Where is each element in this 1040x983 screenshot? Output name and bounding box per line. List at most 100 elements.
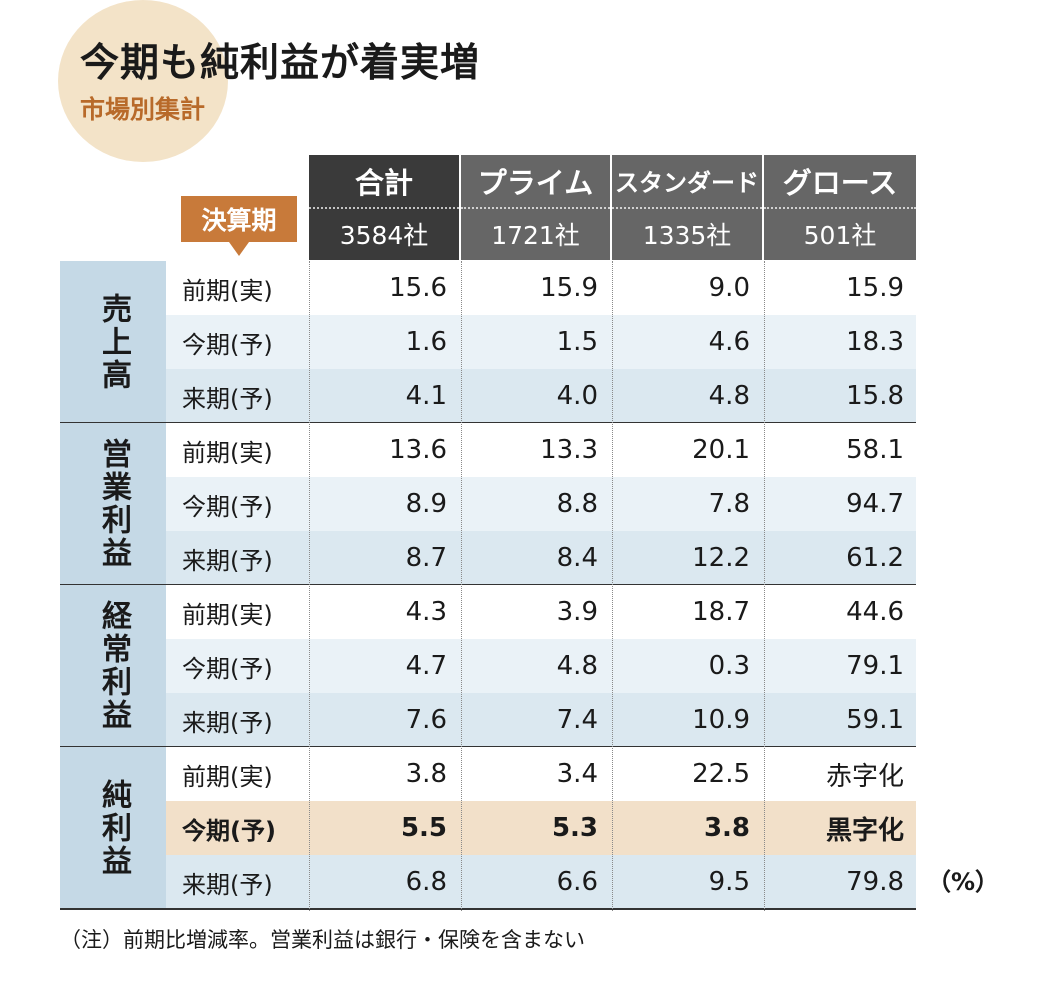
- column-company-count: 501社: [764, 206, 916, 261]
- title-circle-decoration: [58, 0, 228, 162]
- column-name: プライム: [477, 165, 594, 200]
- table-cell: 8.8: [556, 489, 598, 519]
- table-row: 来期(予) 8.7 8.4 12.2 61.2: [166, 531, 916, 585]
- table-row: 前期(実) 4.3 3.9 18.7 44.6: [166, 585, 916, 639]
- footnote: （注）前期比増減率。営業利益は銀行・保険を含まない: [60, 928, 585, 952]
- column-divider: [612, 261, 613, 911]
- table-cell: 15.9: [540, 273, 598, 303]
- table-cell: 18.3: [846, 327, 904, 357]
- table-cell: 59.1: [846, 705, 904, 735]
- row-label: 今期(予): [182, 654, 273, 683]
- row-label: 前期(実): [182, 438, 273, 467]
- table-cell: 13.3: [540, 435, 598, 465]
- table-cell: 4.8: [556, 651, 598, 681]
- group-label: 経常利益: [60, 585, 166, 747]
- row-label: 来期(予): [182, 708, 273, 737]
- table-cell: 3.9: [556, 597, 598, 627]
- row-label: 今期(予): [182, 816, 276, 845]
- table-row: 来期(予) 6.8 6.6 9.5 79.8: [166, 855, 916, 909]
- table-cell: 15.6: [389, 273, 447, 303]
- table-cell: 22.5: [692, 759, 750, 789]
- table-row: 今期(予) 5.5 5.3 3.8 黒字化: [166, 801, 916, 855]
- table-cell: 5.5: [400, 813, 447, 843]
- unit-label: （%）: [927, 868, 1000, 896]
- chart-title: 今期も純利益が着実増: [80, 41, 481, 86]
- row-label: 今期(予): [182, 492, 273, 521]
- row-label: 来期(予): [182, 384, 273, 413]
- table-row: 来期(予) 4.1 4.0 4.8 15.8: [166, 369, 916, 423]
- column-header-2: スタンダード 1335社: [612, 155, 762, 260]
- column-company-count: 1335社: [612, 206, 762, 261]
- table-row: 前期(実) 15.6 15.9 9.0 15.9: [166, 261, 916, 315]
- table-cell: 58.1: [846, 435, 904, 465]
- table-cell: 7.4: [556, 705, 598, 735]
- table-cell: 9.5: [708, 867, 750, 897]
- table-cell: 3.8: [703, 813, 750, 843]
- table-cell: 4.8: [708, 381, 750, 411]
- column-header-1: プライム 1721社: [461, 155, 610, 260]
- row-label: 前期(実): [182, 276, 273, 305]
- table-cell: 1.5: [556, 327, 598, 357]
- table-cell: 94.7: [846, 489, 904, 519]
- table-cell: 44.6: [846, 597, 904, 627]
- table-row: 今期(予) 1.6 1.5 4.6 18.3: [166, 315, 916, 369]
- table-cell: 6.8: [405, 867, 447, 897]
- table-row: 今期(予) 4.7 4.8 0.3 79.1: [166, 639, 916, 693]
- column-company-count: 1721社: [461, 206, 610, 261]
- row-label: 前期(実): [182, 600, 273, 629]
- group-label: 純利益: [60, 747, 166, 909]
- row-label: 来期(予): [182, 546, 273, 575]
- column-name: スタンダード: [615, 169, 759, 198]
- column-company-count: 3584社: [309, 206, 459, 261]
- column-header-0: 合計 3584社: [309, 155, 459, 260]
- column-divider: [764, 261, 765, 911]
- table-row: 前期(実) 13.6 13.3 20.1 58.1: [166, 423, 916, 477]
- group-divider: [60, 908, 916, 910]
- table-cell: 3.8: [405, 759, 447, 789]
- table-cell: 7.6: [405, 705, 447, 735]
- table-cell: 赤字化: [825, 761, 904, 792]
- table-cell: 20.1: [692, 435, 750, 465]
- table-cell: 8.4: [556, 543, 598, 573]
- table-row: 前期(実) 3.8 3.4 22.5 赤字化: [166, 747, 916, 801]
- table-cell: 13.6: [389, 435, 447, 465]
- group-label: 売上高: [60, 261, 166, 423]
- table-cell: 15.9: [846, 273, 904, 303]
- table-row: 今期(予) 8.9 8.8 7.8 94.7: [166, 477, 916, 531]
- column-name: グロース: [782, 165, 898, 200]
- column-name: 合計: [354, 165, 413, 200]
- table-cell: 79.1: [846, 651, 904, 681]
- table-cell: 4.7: [405, 651, 447, 681]
- column-divider: [309, 261, 310, 911]
- row-label: 来期(予): [182, 870, 273, 899]
- table-cell: 4.0: [556, 381, 598, 411]
- table-cell: 10.9: [692, 705, 750, 735]
- row-label: 今期(予): [182, 330, 273, 359]
- table-cell: 4.1: [405, 381, 447, 411]
- period-tag: 決算期: [181, 196, 297, 242]
- table-cell: 79.8: [846, 867, 904, 897]
- table-cell: 8.9: [405, 489, 447, 519]
- column-header-3: グロース 501社: [764, 155, 916, 260]
- row-label: 前期(実): [182, 762, 273, 791]
- table-cell: 4.3: [405, 597, 447, 627]
- table-cell: 3.4: [556, 759, 598, 789]
- column-divider: [461, 261, 462, 911]
- table-cell: 15.8: [846, 381, 904, 411]
- table-cell: 0.3: [708, 651, 750, 681]
- table-cell: 黒字化: [825, 815, 904, 846]
- table-cell: 7.8: [708, 489, 750, 519]
- table-cell: 1.6: [405, 327, 447, 357]
- period-tag-pointer: [229, 242, 249, 256]
- group-label: 営業利益: [60, 423, 166, 585]
- chart-subtitle: 市場別集計: [80, 95, 206, 124]
- table-cell: 61.2: [846, 543, 904, 573]
- table-cell: 9.0: [708, 273, 750, 303]
- table-cell: 6.6: [556, 867, 598, 897]
- table-cell: 5.3: [551, 813, 598, 843]
- table-row: 来期(予) 7.6 7.4 10.9 59.1: [166, 693, 916, 747]
- table-cell: 18.7: [692, 597, 750, 627]
- table-cell: 4.6: [708, 327, 750, 357]
- table-cell: 8.7: [405, 543, 447, 573]
- table-cell: 12.2: [692, 543, 750, 573]
